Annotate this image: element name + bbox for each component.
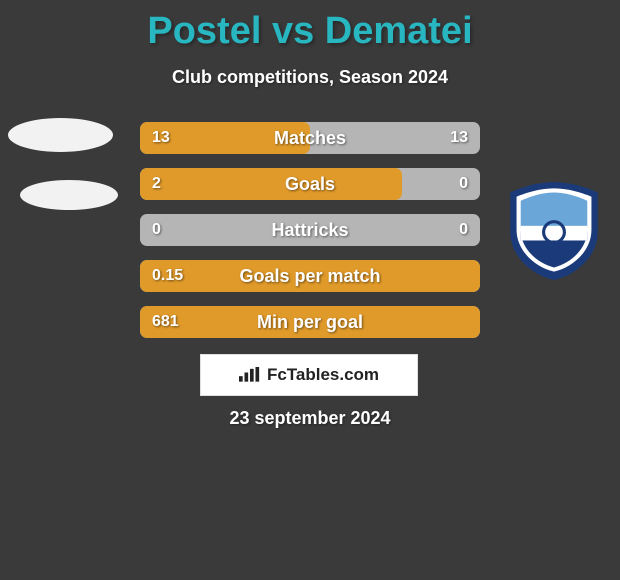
stat-right-value: 13 bbox=[450, 129, 468, 147]
stat-left-value: 681 bbox=[152, 313, 179, 331]
team-badge-placeholder bbox=[20, 180, 118, 210]
stat-bar-fill bbox=[140, 168, 402, 200]
stat-bar: 0.15 Goals per match bbox=[140, 260, 480, 292]
comparison-card: Postel vs Dematei Club competitions, Sea… bbox=[0, 0, 620, 580]
stat-label: Goals bbox=[285, 174, 335, 195]
stat-bar: 2 Goals 0 bbox=[140, 168, 480, 200]
stat-left-value: 13 bbox=[152, 129, 170, 147]
page-subtitle: Club competitions, Season 2024 bbox=[0, 67, 620, 88]
stat-label: Matches bbox=[274, 128, 346, 149]
stat-bar: 681 Min per goal bbox=[140, 306, 480, 338]
page-title: Postel vs Dematei bbox=[0, 0, 620, 53]
team-badge-placeholder bbox=[8, 118, 113, 152]
stat-label: Hattricks bbox=[271, 220, 348, 241]
stat-left-value: 0 bbox=[152, 221, 161, 239]
stat-left-value: 0.15 bbox=[152, 267, 183, 285]
stat-right-value: 0 bbox=[459, 175, 468, 193]
stat-bar: 0 Hattricks 0 bbox=[140, 214, 480, 246]
stat-bar: 13 Matches 13 bbox=[140, 122, 480, 154]
stat-right-value: 0 bbox=[459, 221, 468, 239]
shield-icon bbox=[502, 178, 606, 282]
stat-label: Goals per match bbox=[239, 266, 380, 287]
stat-label: Min per goal bbox=[257, 312, 363, 333]
fctables-brand[interactable]: FcTables.com bbox=[200, 354, 418, 396]
left-team-badges bbox=[8, 118, 118, 210]
stats-bars: 13 Matches 13 2 Goals 0 0 Hattricks 0 0.15 Goals p… bbox=[140, 122, 480, 338]
brand-text: FcTables.com bbox=[267, 365, 379, 385]
right-team-badge bbox=[502, 178, 606, 282]
date-text: 23 september 2024 bbox=[0, 408, 620, 429]
bars-icon bbox=[239, 367, 261, 383]
stat-left-value: 2 bbox=[152, 175, 161, 193]
